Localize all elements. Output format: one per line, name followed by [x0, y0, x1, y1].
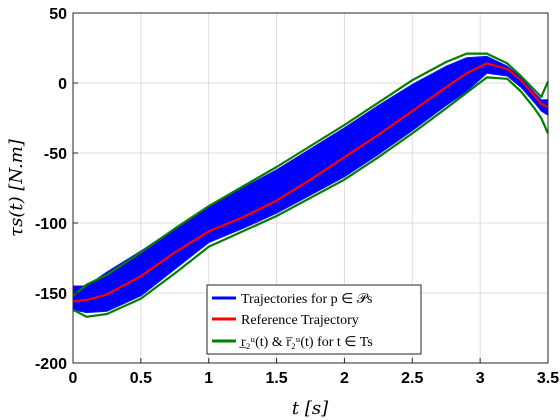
- legend-box: [206, 284, 422, 355]
- legend-label-trajectories: Trajectories for p ∈ 𝒫s: [241, 292, 372, 307]
- y-axis-label: τs(t) [N.m]: [6, 138, 27, 237]
- x-tick-label-3: 1.5: [265, 370, 287, 387]
- y-tick-label-0: -200: [35, 356, 67, 373]
- x-axis-label: t [s]: [292, 398, 329, 419]
- x-tick-label-2: 1: [204, 370, 213, 387]
- axes-box: [72, 12, 549, 364]
- x-tick-label-1: 0.5: [130, 370, 152, 387]
- legend-label-reference: Reference Trajectory: [241, 313, 359, 328]
- x-tick-label-5: 2.5: [401, 370, 423, 387]
- legend-label-bounds: r̲₂ᵘ(t) & r̅₂ᵘ(t) for t ∈ Ts: [239, 335, 373, 350]
- legend: Trajectories for p ∈ 𝒫s Reference Trajec…: [206, 284, 422, 355]
- x-tick-label-4: 2: [340, 370, 349, 387]
- y-tick-label-4: 0: [58, 76, 67, 93]
- y-tick-label-3: -50: [44, 146, 67, 163]
- y-tick-label-1: -150: [35, 286, 67, 303]
- x-tick-label-7: 3.5: [537, 370, 559, 387]
- upper-bound-line: [72, 52, 550, 297]
- reference-trajectory-line: [72, 62, 549, 303]
- x-tick-label-6: 3: [476, 370, 485, 387]
- lower-bound-line: [72, 76, 550, 318]
- ticks: 0 0.5 1 1.5 2 2.5 3 3.5 -200 -150 -100 -50 0 50: [35, 6, 559, 387]
- y-tick-label-5: 50: [49, 6, 67, 23]
- y-tick-label-2: -100: [35, 216, 67, 233]
- x-tick-label-0: 0: [69, 370, 78, 387]
